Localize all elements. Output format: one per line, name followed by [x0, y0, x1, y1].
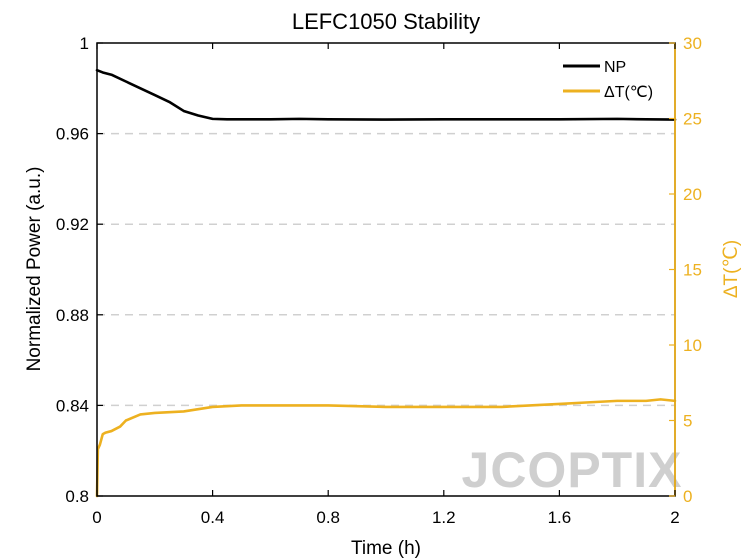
x-tick-label: 0.8 — [316, 508, 340, 527]
y-right-tick-label: 30 — [683, 34, 702, 53]
legend-label-np: NP — [604, 59, 626, 76]
x-tick-label: 2 — [670, 508, 679, 527]
y-left-axis-ticks: 0.8 0.84 0.88 0.92 0.96 1 — [56, 34, 103, 506]
series-line-delta-t — [95, 398, 677, 498]
y-right-tick-label: 0 — [683, 487, 692, 506]
y-right-tick-label: 25 — [683, 110, 702, 129]
legend-label-delta-t: ΔT(℃) — [604, 84, 653, 101]
grid-lines — [97, 132, 675, 407]
y-right-tick-label: 15 — [683, 261, 702, 280]
y-left-tick-label: 0.96 — [56, 125, 89, 144]
y-left-tick-label: 0.84 — [56, 396, 89, 415]
y-right-tick-label: 20 — [683, 185, 702, 204]
y-left-tick-label: 0.8 — [65, 487, 89, 506]
x-axis-label: Time (h) — [351, 538, 421, 559]
y-left-tick-label: 0.88 — [56, 306, 89, 325]
legend: NP ΔT(℃) — [563, 59, 653, 101]
watermark: JCOPTIX — [462, 442, 683, 498]
x-tick-label: 1.6 — [548, 508, 572, 527]
x-tick-label: 0 — [92, 508, 101, 527]
series-lines — [95, 68, 677, 498]
y-right-tick-label: 10 — [683, 336, 702, 355]
y-right-axis-ticks: 0 5 10 15 20 25 30 — [669, 34, 702, 506]
x-tick-label: 0.4 — [201, 508, 225, 527]
y-right-tick-label: 5 — [683, 412, 692, 431]
y-right-axis-label: ΔT(℃) — [721, 240, 742, 298]
y-left-tick-label: 0.92 — [56, 215, 89, 234]
y-left-tick-label: 1 — [80, 34, 89, 53]
y-left-axis-label: Normalized Power (a.u.) — [24, 167, 45, 372]
x-tick-label: 1.2 — [432, 508, 456, 527]
x-axis-ticks: 0 0.4 0.8 1.2 1.6 2 — [92, 43, 680, 527]
chart-title: LEFC1050 Stability — [292, 9, 480, 34]
series-line-np — [95, 68, 677, 121]
